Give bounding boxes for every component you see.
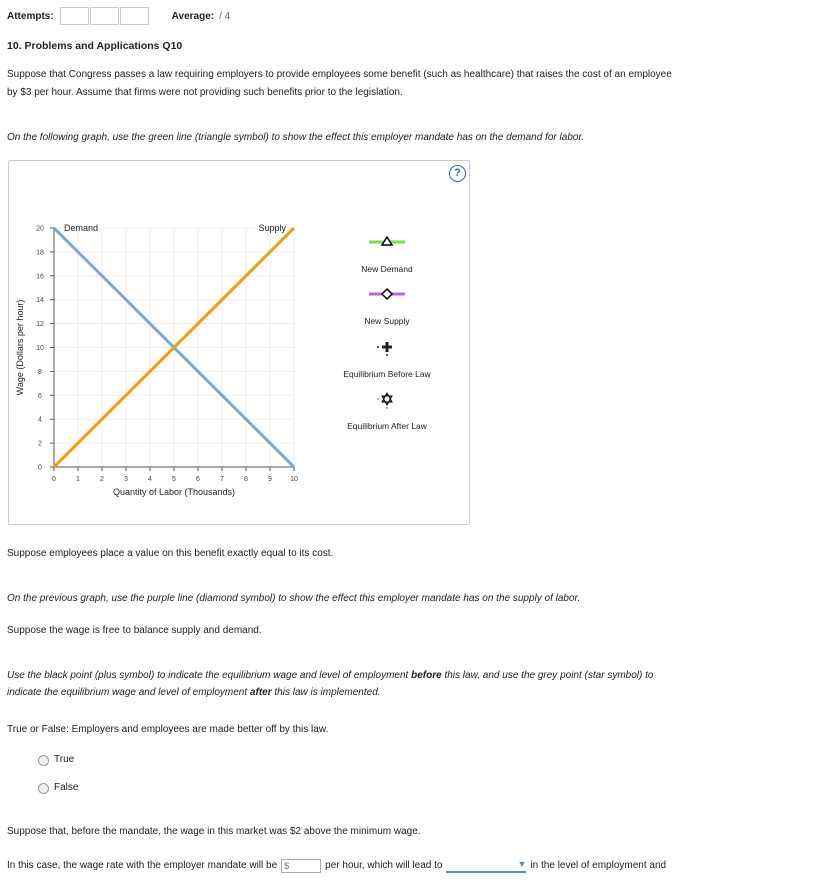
x-tick-label: 6 bbox=[196, 476, 200, 483]
plus-icon[interactable] bbox=[382, 342, 392, 352]
true-false-question: True or False: Employers and employees a… bbox=[7, 724, 329, 735]
y-tick-label: 16 bbox=[36, 273, 44, 280]
demand-label: Demand bbox=[64, 223, 98, 233]
y-tick-label: 0 bbox=[38, 465, 42, 472]
legend-tool-new-demand[interactable] bbox=[369, 235, 405, 246]
y-tick-label: 2 bbox=[38, 441, 42, 448]
final-text-b: per hour, which will lead to bbox=[325, 860, 443, 871]
instruction-points-1: Use the black point (plus symbol) to ind… bbox=[7, 670, 654, 681]
question-title: 10. Problems and Applications Q10 bbox=[7, 40, 183, 52]
instruction-demand: On the following graph, use the green li… bbox=[7, 132, 585, 143]
final-text-a: In this case, the wage rate with the emp… bbox=[7, 860, 278, 871]
wage-free-text: Suppose the wage is free to balance supp… bbox=[7, 625, 262, 636]
y-tick-label: 12 bbox=[36, 321, 44, 328]
legend-tool-new-supply[interactable] bbox=[369, 287, 405, 301]
attempt-box bbox=[89, 7, 119, 25]
x-tick-label: 9 bbox=[268, 476, 272, 483]
star-dot-icon[interactable] bbox=[386, 407, 388, 409]
star-icon[interactable] bbox=[381, 391, 393, 407]
final-sentence: In this case, the wage rate with the emp… bbox=[7, 858, 666, 873]
diamond-icon[interactable] bbox=[380, 287, 394, 301]
legend-label-new-supply: New Supply bbox=[364, 316, 410, 326]
plus-dot-icon[interactable] bbox=[386, 354, 388, 356]
legend-label-new-demand: New Demand bbox=[361, 264, 413, 274]
x-axis-label: Quantity of Labor (Thousands) bbox=[113, 487, 235, 497]
y-tick-label: 10 bbox=[36, 345, 44, 352]
employment-change-dropdown[interactable]: ▼ bbox=[446, 858, 527, 873]
radio-true[interactable] bbox=[38, 755, 49, 766]
y-tick-label: 8 bbox=[38, 369, 42, 376]
x-tick-label: 7 bbox=[220, 476, 224, 483]
plus-dot-icon[interactable] bbox=[377, 346, 379, 348]
supply-curve bbox=[52, 226, 296, 469]
radio-false[interactable] bbox=[38, 783, 49, 794]
legend-label-equilibrium-after-law: Equilibrium After Law bbox=[347, 421, 428, 431]
help-icon[interactable]: ? bbox=[449, 165, 466, 182]
instruction-supply: On the previous graph, use the purple li… bbox=[7, 593, 581, 604]
x-tick-label: 8 bbox=[244, 476, 248, 483]
final-text-c: in the level of employment and bbox=[530, 860, 667, 871]
x-tick-label: 5 bbox=[172, 476, 176, 483]
graph-panel: ? 0 1 2 3 4 5 6 7 8 9 10 0 2 4 6 8 10 12 14 16 18 20 Quantity … bbox=[8, 160, 470, 525]
legend-label-equilibrium-before-law: Equilibrium Before Law bbox=[343, 369, 431, 379]
wage-input[interactable] bbox=[281, 858, 322, 873]
x-tick-label: 2 bbox=[100, 476, 104, 483]
attempts-label: Attempts: bbox=[7, 10, 54, 22]
y-tick-label: 20 bbox=[36, 226, 44, 233]
average-label: Average: bbox=[171, 10, 215, 22]
attempt-box bbox=[59, 7, 89, 25]
instruction-points-2: indicate the equilibrium wage and level … bbox=[7, 687, 381, 698]
attempt-box bbox=[119, 7, 149, 25]
min-wage-text: Suppose that, before the mandate, the wa… bbox=[7, 826, 421, 837]
x-tick-label: 10 bbox=[290, 476, 298, 483]
average-value: / 4 bbox=[219, 10, 231, 22]
option-true-label[interactable]: True bbox=[54, 754, 75, 765]
x-tick-label: 1 bbox=[76, 476, 80, 483]
y-tick-label: 6 bbox=[38, 393, 42, 400]
x-tick-label: 4 bbox=[148, 476, 152, 483]
intro-line-1: Suppose that Congress passes a law requi… bbox=[7, 69, 672, 80]
x-tick-label: 3 bbox=[124, 476, 128, 483]
legend-tool-equilibrium-before-law[interactable] bbox=[377, 342, 392, 356]
y-tick-label: 14 bbox=[36, 297, 44, 304]
y-tick-label: 4 bbox=[38, 417, 42, 424]
intro-line-2: by $3 per hour. Assume that firms were n… bbox=[7, 87, 403, 98]
legend-tool-equilibrium-after-law[interactable] bbox=[377, 391, 393, 409]
attempts-row: Attempts: Average: / 4 bbox=[7, 7, 230, 25]
supply-label: Supply bbox=[258, 223, 286, 233]
chevron-down-icon: ▼ bbox=[517, 859, 527, 869]
triangle-icon[interactable] bbox=[380, 235, 394, 246]
y-axis-label: Wage (Dollars per hour) bbox=[15, 300, 25, 396]
option-false-label[interactable]: False bbox=[54, 782, 79, 793]
star-dot-icon[interactable] bbox=[377, 398, 379, 400]
x-tick-label: 0 bbox=[52, 476, 56, 483]
y-tick-label: 18 bbox=[36, 249, 44, 256]
value-benefit-text: Suppose employees place a value on this … bbox=[7, 548, 334, 559]
